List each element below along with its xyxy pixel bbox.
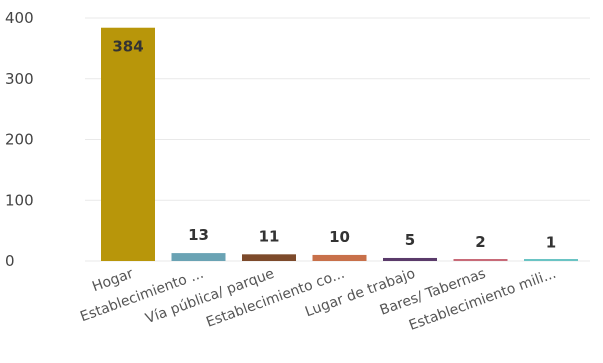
bars	[101, 27, 578, 261]
bar[interactable]	[524, 259, 578, 261]
data-label: 13	[188, 226, 209, 244]
y-tick-label: 0	[5, 252, 15, 270]
data-label: 2	[475, 233, 485, 251]
bar[interactable]	[242, 254, 296, 261]
y-axis: 0 100 200 300 400	[5, 9, 34, 270]
bar[interactable]	[383, 257, 437, 261]
data-labels: 384 13 11 10 5 2 1	[112, 38, 556, 252]
bar[interactable]	[453, 259, 508, 261]
y-tick-label: 300	[5, 70, 34, 88]
y-tick-label: 100	[5, 191, 34, 209]
y-tick-label: 200	[5, 131, 34, 149]
data-label: 1	[546, 233, 556, 251]
grid-layer	[85, 17, 590, 262]
data-label: 384	[112, 38, 143, 56]
data-label: 10	[329, 228, 350, 246]
bar[interactable]	[101, 27, 155, 261]
data-label: 5	[405, 231, 415, 249]
y-tick-label: 400	[5, 9, 34, 27]
bar[interactable]	[171, 253, 226, 261]
data-label: 11	[259, 227, 280, 245]
bar[interactable]	[312, 254, 367, 261]
